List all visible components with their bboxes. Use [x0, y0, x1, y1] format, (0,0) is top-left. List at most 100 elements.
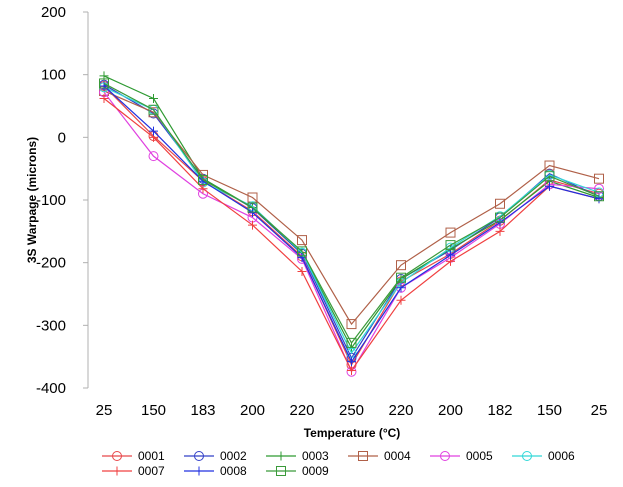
x-tick-label: 220 [388, 402, 413, 419]
legend-swatch-marker [276, 451, 286, 461]
data-point-0009 [247, 202, 258, 213]
legend-label: 0007 [138, 464, 165, 478]
x-tick-label: 183 [190, 402, 215, 419]
data-point-0009 [396, 272, 406, 283]
y-axis-title: 3S Warpage (microns) [25, 137, 39, 263]
data-point-0009 [445, 240, 456, 251]
series-line-0003 [103, 75, 600, 350]
y-tick-label: -300 [36, 317, 66, 334]
legend-item-0007: 0007 [102, 464, 165, 478]
legend-item-0008: 0008 [184, 464, 247, 478]
y-tick-label: 100 [41, 67, 66, 84]
legend-label: 0009 [302, 464, 329, 478]
data-point-0008 [545, 181, 554, 191]
data-point-0003 [149, 93, 158, 103]
series-line-0002 [103, 84, 600, 360]
legend: 0001 0002 0003 0004 0005 0006 0007 0008 0009 [102, 449, 575, 478]
series-line-0008 [103, 85, 600, 363]
series-line-0005 [103, 91, 600, 374]
legend-swatch-marker [194, 451, 204, 461]
data-point-0008 [149, 126, 158, 136]
legend-swatch-marker [522, 451, 532, 461]
series-0006 [99, 82, 604, 358]
data-point-0009 [99, 78, 109, 89]
legend-label: 0005 [466, 449, 493, 463]
y-axis-ticks: -400 -300 -200 -100 0 100 200 [36, 4, 88, 397]
data-point-0004 [396, 260, 406, 271]
series-0009 [99, 78, 604, 348]
series-line-0009 [103, 82, 600, 344]
x-tick-label: 250 [339, 402, 364, 419]
x-tick-label: 182 [487, 402, 512, 419]
series-0005 [99, 87, 604, 377]
legend-item-0002: 0002 [184, 449, 247, 463]
legend-swatch-marker [358, 451, 368, 461]
data-point-0007 [495, 226, 505, 236]
legend-label: 0006 [548, 449, 575, 463]
x-axis-ticks: 25 150 183 200 220 250 220 200 182 150 25 [96, 402, 608, 419]
x-tick-label: 200 [438, 402, 463, 419]
series-0007 [99, 93, 604, 375]
data-point-0009 [198, 174, 208, 185]
data-point-0004 [495, 198, 505, 209]
legend-item-0009: 0009 [266, 464, 329, 478]
series-0008 [99, 81, 604, 367]
y-tick-label: 0 [58, 129, 66, 146]
legend-label: 0003 [302, 449, 329, 463]
data-point-0008 [248, 208, 257, 218]
data-point-0009 [148, 104, 159, 115]
data-point-0007 [248, 220, 257, 230]
series-0003 [99, 71, 604, 353]
data-point-0008 [347, 357, 356, 367]
legend-item-0004: 0004 [348, 449, 411, 463]
data-point-0008 [396, 283, 406, 293]
legend-label: 0008 [220, 464, 247, 478]
data-point-0004 [346, 319, 357, 330]
series-0004 [99, 85, 604, 330]
data-point-0009 [594, 191, 604, 202]
y-tick-label: 200 [41, 4, 66, 21]
legend-item-0006: 0006 [512, 449, 575, 463]
legend-item-0005: 0005 [430, 449, 493, 463]
series-line-0004 [103, 90, 600, 326]
legend-swatch-marker [112, 466, 122, 476]
y-tick-label: -200 [36, 255, 66, 272]
x-axis-title: Temperature (°C) [304, 426, 401, 440]
data-point-0007 [99, 93, 109, 103]
data-point-0005 [148, 151, 159, 162]
x-tick-label: 150 [537, 402, 562, 419]
data-point-0007 [396, 295, 406, 305]
data-point-0009 [346, 337, 357, 348]
data-point-0008 [99, 81, 109, 91]
data-point-0004 [297, 235, 307, 246]
data-point-0007 [198, 184, 208, 194]
data-point-0009 [544, 171, 555, 182]
data-point-0009 [297, 246, 307, 257]
y-tick-label: -100 [36, 192, 66, 209]
data-point-0008 [495, 218, 505, 228]
series-lines [99, 71, 604, 377]
x-tick-label: 220 [289, 402, 314, 419]
legend-item-0001: 0001 [102, 449, 165, 463]
series-0001 [99, 80, 604, 370]
data-point-0008 [446, 250, 455, 260]
x-tick-label: 25 [96, 402, 113, 419]
legend-swatch-marker [112, 451, 122, 461]
legend-swatch-marker [440, 451, 450, 461]
x-tick-label: 150 [141, 402, 166, 419]
legend-swatch-marker [276, 466, 286, 476]
series-line-0006 [103, 86, 600, 355]
legend-item-0003: 0003 [266, 449, 329, 463]
x-tick-label: 200 [240, 402, 265, 419]
data-point-0004 [594, 173, 604, 184]
data-point-0007 [297, 266, 307, 276]
legend-label: 0001 [138, 449, 165, 463]
data-point-0009 [495, 212, 505, 223]
data-point-0005 [594, 183, 604, 194]
series-0002 [99, 79, 604, 363]
x-tick-label: 25 [591, 402, 608, 419]
data-point-0004 [445, 227, 456, 238]
legend-swatch-marker [194, 466, 204, 476]
